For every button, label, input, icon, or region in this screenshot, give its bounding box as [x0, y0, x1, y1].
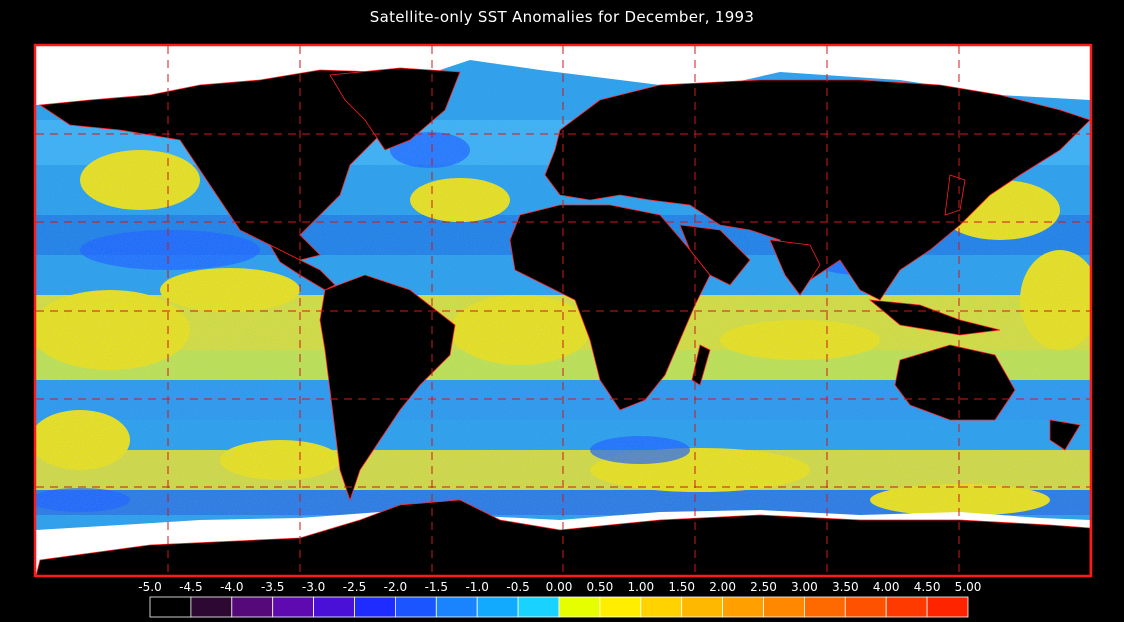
colorbar-swatch [231, 596, 274, 618]
south-america [319, 274, 456, 502]
colorbar-tick-label: -3.0 [301, 580, 326, 594]
colorbar-tick-label: -4.5 [179, 580, 203, 594]
new-zealand [1049, 419, 1081, 451]
colorbar-tick-label: -1.5 [424, 580, 449, 594]
colorbar-swatch [354, 596, 396, 618]
colorbar-swatch [599, 596, 642, 618]
lat-lon-grid [36, 46, 1090, 576]
africa [509, 204, 711, 411]
colorbar-swatch [763, 596, 805, 618]
colorbar-swatch [149, 596, 192, 618]
greenland [329, 67, 461, 151]
colorbar-tick-label: 4.00 [872, 580, 900, 594]
colorbar-tick-label: 4.50 [913, 580, 941, 594]
north-america [38, 69, 431, 261]
map-frame [33, 43, 1093, 578]
colorbar-tick-label: 1.00 [627, 580, 655, 594]
map-title: Satellite-only SST Anomalies for Decembe… [369, 8, 755, 26]
colorbar-swatch [681, 596, 724, 618]
colorbar-tick-label: 0.50 [586, 580, 614, 594]
colorbar-tick-label: 1.50 [668, 580, 696, 594]
colorbar-tick-label: -2.5 [342, 580, 367, 594]
central-america [268, 244, 336, 291]
colorbar-swatch [844, 596, 887, 618]
colorbar-swatch [558, 596, 601, 618]
colorbar-swatch [313, 596, 355, 618]
colorbar-labels: -5.0 -4.5 -4.0 -3.5 -3.0 -2.5 -2.0 -1.5 -1.0 -0.5… [0, 580, 1124, 596]
colorbar-swatch [517, 596, 560, 618]
colorbar-tick-label: 2.00 [709, 580, 736, 594]
indonesia [868, 299, 1001, 336]
eurasia [544, 79, 1090, 301]
colorbar-swatch [272, 596, 315, 618]
colorbar-swatch [190, 596, 233, 618]
colorbar [149, 596, 969, 618]
colorbar-tick-label: -0.5 [506, 580, 530, 594]
colorbar-swatch [476, 596, 519, 618]
colorbar-swatch [435, 596, 478, 618]
colorbar-tick-label: 2.50 [750, 580, 777, 594]
colorbar-tick-label: -1.0 [465, 580, 489, 594]
colorbar-tick-label: 3.00 [791, 580, 818, 594]
colorbar-tick-label: 5.00 [954, 580, 982, 594]
colorbar-tick-label: 0.00 [545, 580, 573, 594]
arabia [679, 224, 751, 286]
colorbar-tick-label: -2.0 [383, 580, 408, 594]
japan [944, 174, 966, 216]
india [769, 239, 821, 296]
colorbar-tick-label: -4.0 [220, 580, 244, 594]
colorbar-swatch [885, 596, 928, 618]
colorbar-swatch [394, 596, 437, 618]
colorbar-tick-label: -3.5 [260, 580, 285, 594]
colorbar-swatch [804, 596, 846, 618]
colorbar-tick-label: 3.50 [831, 580, 859, 594]
australia [894, 344, 1016, 421]
colorbar-swatch [722, 596, 764, 618]
colorbar-tick-label: -5.0 [138, 580, 162, 594]
colorbar-swatch [926, 596, 969, 618]
colorbar-swatch [640, 596, 683, 618]
